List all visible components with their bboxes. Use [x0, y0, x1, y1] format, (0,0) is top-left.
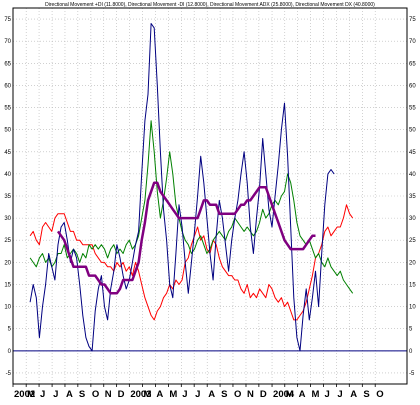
- y-tick-label-left: 45: [4, 150, 11, 156]
- x-tick-label: N: [105, 389, 112, 400]
- frame-layer: [12, 7, 408, 387]
- x-tick-label: M: [169, 389, 177, 400]
- x-tick-label: O: [92, 389, 99, 400]
- y-tick-label-left: 15: [4, 282, 11, 288]
- y-tick-label-left: 30: [4, 216, 11, 222]
- x-tick-label: 2002: [14, 389, 35, 400]
- x-tick-label: N: [247, 389, 254, 400]
- y-tick-label-left: -5: [6, 371, 12, 377]
- x-tick-label: J: [182, 389, 187, 400]
- plot-frame: [12, 7, 408, 385]
- x-tick-label: J: [325, 389, 330, 400]
- series-line-1: [29, 204, 354, 321]
- x-tick-label: 2003: [130, 389, 151, 400]
- y-tick-label-right: 5: [409, 327, 413, 333]
- x-tick-label: A: [66, 389, 73, 400]
- y-tick-label-right: 10: [409, 305, 416, 311]
- x-tick-label: A: [208, 389, 215, 400]
- y-tick-label-left: 0: [8, 349, 12, 355]
- y-tick-label-right: 15: [409, 282, 416, 288]
- y-tick-label-left: 10: [4, 305, 11, 311]
- y-tick-label-right: 25: [409, 238, 416, 244]
- series-line-2: [29, 120, 354, 294]
- x-tick-label: J: [40, 389, 45, 400]
- x-tick-label: J: [195, 389, 200, 400]
- y-tick-label-left: 25: [4, 238, 11, 244]
- x-tick-label: A: [299, 389, 306, 400]
- y-tick-label-right: 55: [409, 106, 416, 112]
- x-tick-label: A: [156, 389, 163, 400]
- y-tick-label-right: 0: [409, 349, 413, 355]
- y-tick-label-right: 30: [409, 216, 416, 222]
- y-tick-label-left: 5: [8, 327, 12, 333]
- grid-layer: [12, 8, 407, 384]
- x-tick-label: S: [363, 389, 369, 400]
- x-tick-label: M: [27, 389, 35, 400]
- chart-title: Directional Movement +DI (11.8000), Dire…: [45, 2, 375, 8]
- x-tick-label: J: [337, 389, 342, 400]
- x-tick-label: D: [118, 389, 125, 400]
- y-tick-label-right: 65: [409, 61, 416, 67]
- y-tick-label-left: 40: [4, 172, 11, 178]
- y-tick-label-right: 75: [409, 17, 416, 23]
- y-tick-label-left: 20: [4, 260, 11, 266]
- x-tick-label: M: [286, 389, 294, 400]
- x-tick-label: M: [312, 389, 320, 400]
- x-tick-label: J: [53, 389, 58, 400]
- y-tick-label-left: 35: [4, 194, 11, 200]
- y-tick-label-left: 60: [4, 83, 11, 89]
- y-tick-label-left: 75: [4, 17, 11, 23]
- y-tick-label-right: -5: [409, 371, 415, 377]
- x-tick-label: S: [221, 389, 227, 400]
- y-tick-label-right: 45: [409, 150, 416, 156]
- x-tick-label: D: [260, 389, 267, 400]
- x-tick-label: O: [376, 389, 383, 400]
- series-line-4: [56, 181, 316, 295]
- y-tick-label-left: 65: [4, 61, 11, 67]
- x-tick-label: M: [144, 389, 152, 400]
- y-tick-label-right: 35: [409, 194, 416, 200]
- x-tick-label: A: [350, 389, 357, 400]
- y-tick-label-left: 70: [4, 39, 11, 45]
- series-line-3: [29, 23, 335, 352]
- y-tick-label-right: 40: [409, 172, 416, 178]
- x-tick-label: O: [234, 389, 241, 400]
- x-tick-label: S: [79, 389, 85, 400]
- y-tick-label-right: 70: [409, 39, 416, 45]
- y-tick-label-right: 50: [409, 128, 416, 134]
- y-tick-label-left: 50: [4, 128, 11, 134]
- y-tick-label-left: 55: [4, 106, 11, 112]
- series-layer: [29, 23, 354, 352]
- y-tick-label-right: 60: [409, 83, 416, 89]
- y-tick-label-right: 20: [409, 260, 416, 266]
- x-tick-label: 2004: [273, 389, 295, 400]
